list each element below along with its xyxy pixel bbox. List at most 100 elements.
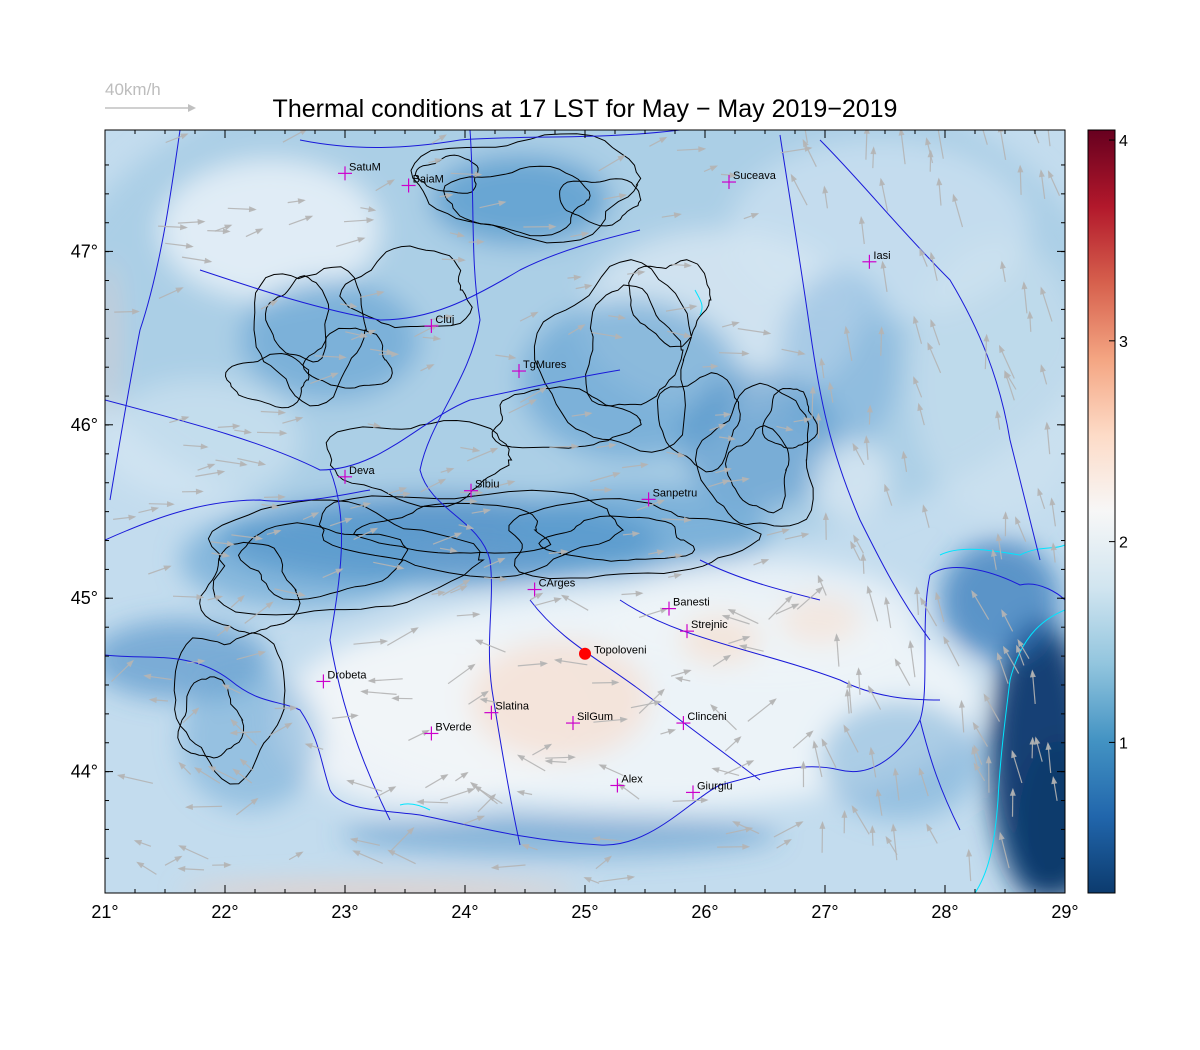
terrain-contour bbox=[253, 266, 368, 407]
wind-arrow bbox=[133, 840, 152, 847]
wind-arrow bbox=[346, 779, 383, 792]
wind-arrow bbox=[676, 146, 707, 153]
wind-arrow-head bbox=[200, 443, 209, 450]
wind-arrow-head bbox=[995, 533, 1002, 542]
wind-arrow bbox=[884, 596, 892, 629]
wind-arrow-head bbox=[196, 594, 205, 601]
wind-arrow bbox=[466, 447, 499, 462]
wind-arrow-head bbox=[269, 300, 279, 307]
lon-tick-label: 22° bbox=[211, 902, 238, 922]
wind-arrow bbox=[440, 467, 455, 474]
wind-arrow-head bbox=[181, 416, 190, 422]
wind-arrow-head bbox=[126, 659, 134, 668]
wind-arrow-head bbox=[483, 508, 492, 515]
wind-arrow bbox=[711, 767, 740, 776]
river bbox=[699, 559, 821, 601]
wind-arrow-head bbox=[710, 363, 719, 370]
wind-arrow-head bbox=[863, 435, 870, 444]
wind-arrow-head bbox=[884, 596, 890, 605]
city-label: Strejnic bbox=[691, 619, 728, 631]
wind-arrow bbox=[310, 372, 339, 385]
wind-arrow-head bbox=[297, 591, 306, 598]
wind-arrow-head bbox=[958, 699, 965, 708]
wind-arrow bbox=[929, 251, 938, 281]
wind-arrow-head bbox=[675, 553, 684, 559]
wind-arrow bbox=[720, 172, 738, 179]
city-label: BaiaM bbox=[413, 173, 444, 185]
wind-arrow bbox=[178, 761, 192, 775]
wind-arrow bbox=[367, 677, 403, 684]
wind-arrow bbox=[571, 411, 593, 418]
lon-tick-label: 27° bbox=[811, 902, 838, 922]
city-label: Suceava bbox=[733, 170, 777, 182]
wind-arrow-head bbox=[577, 324, 586, 331]
wind-arrow-head bbox=[971, 590, 978, 599]
wind-arrow-head bbox=[827, 381, 834, 390]
wind-arrow-head bbox=[800, 111, 806, 119]
wind-arrow bbox=[221, 684, 241, 694]
wind-arrow bbox=[603, 193, 628, 200]
wind-arrow bbox=[570, 231, 590, 238]
city-label: Deva bbox=[349, 465, 376, 477]
wind-arrow-head bbox=[197, 658, 206, 665]
terrain-contour bbox=[302, 327, 393, 389]
wind-arrow bbox=[185, 804, 223, 810]
terrain-contour bbox=[491, 386, 642, 449]
city-label: Alex bbox=[621, 773, 643, 785]
city-marker: Suceava bbox=[722, 170, 777, 190]
colorbar-tick-label: 2 bbox=[1119, 535, 1128, 552]
wind-arrow bbox=[288, 215, 314, 226]
wind-arrow bbox=[972, 721, 989, 747]
wind-arrow-head bbox=[929, 251, 936, 260]
wind-arrow bbox=[753, 559, 770, 566]
wind-arrow-head bbox=[221, 684, 230, 691]
wind-arrow-head bbox=[908, 640, 914, 649]
wind-arrow-head bbox=[279, 430, 288, 436]
wind-arrow-head bbox=[618, 193, 628, 200]
wind-arrow bbox=[234, 428, 252, 435]
wind-arrow bbox=[622, 531, 641, 537]
wind-arrow bbox=[114, 308, 140, 315]
wind-arrow bbox=[622, 462, 649, 469]
wind-arrow-head bbox=[437, 478, 447, 485]
wind-arrow bbox=[463, 498, 478, 505]
terrain-contour bbox=[410, 133, 642, 244]
wind-arrow-head bbox=[349, 302, 358, 309]
wind-arrow bbox=[666, 451, 686, 458]
wind-arrow bbox=[790, 173, 808, 206]
wind-arrow bbox=[709, 423, 727, 431]
wind-arrow-head bbox=[1040, 364, 1046, 373]
wind-arrow bbox=[802, 138, 817, 167]
wind-arrow-head bbox=[617, 314, 627, 321]
wind-arrow bbox=[456, 611, 481, 618]
wind-arrow bbox=[143, 673, 172, 681]
wind-arrow-head bbox=[815, 586, 824, 594]
wind-arrow bbox=[922, 504, 930, 528]
river bbox=[819, 139, 1041, 561]
wind-arrow-head bbox=[344, 517, 353, 524]
terrain-contour bbox=[628, 259, 712, 348]
field-patch bbox=[180, 670, 320, 810]
city-label: Iasi bbox=[873, 250, 890, 262]
lat-tick-label: 44° bbox=[71, 762, 98, 782]
wind-arrow-head bbox=[470, 781, 478, 790]
wind-arrow-head bbox=[966, 848, 973, 857]
wind-arrow-head bbox=[517, 754, 526, 762]
wind-arrow-head bbox=[632, 531, 641, 537]
wind-arrow bbox=[852, 442, 865, 466]
wind-arrow bbox=[1051, 776, 1058, 801]
wind-arrow-head bbox=[815, 412, 822, 421]
wind-arrow bbox=[483, 557, 506, 569]
wind-arrow-head bbox=[659, 136, 668, 144]
wind-arrow-head bbox=[973, 762, 981, 771]
wind-arrow bbox=[1015, 516, 1027, 542]
wind-arrow bbox=[901, 450, 908, 472]
wind-arrow-head bbox=[667, 728, 676, 735]
wind-arrow-head bbox=[785, 425, 794, 432]
wind-arrow bbox=[487, 480, 516, 490]
city-marker: Strejnic bbox=[680, 619, 728, 639]
wind-arrow bbox=[812, 740, 823, 778]
wind-arrow bbox=[567, 274, 582, 281]
wind-arrow bbox=[912, 315, 923, 344]
wind-arrow bbox=[521, 844, 538, 851]
